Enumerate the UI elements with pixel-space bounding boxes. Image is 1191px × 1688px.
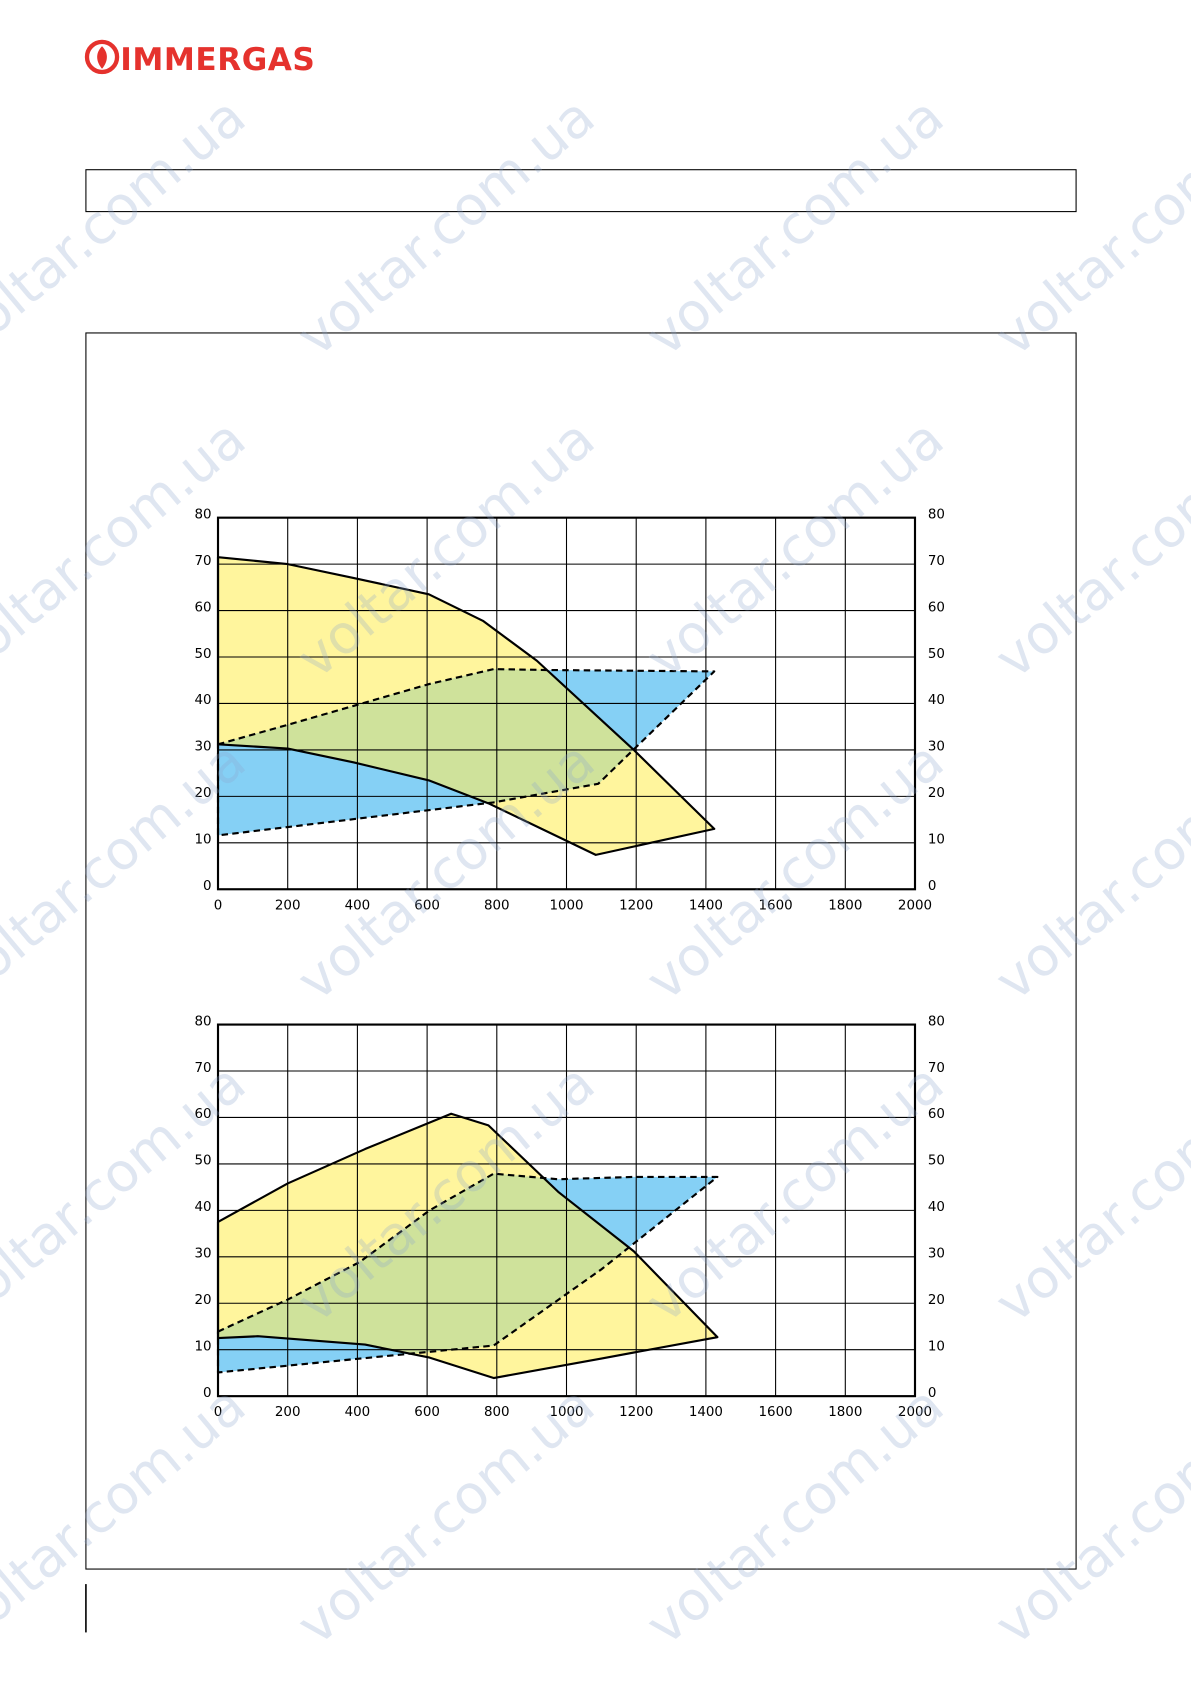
title-box <box>85 169 1077 213</box>
area-outline <box>216 1112 719 1380</box>
watermark: voltar.com.ua <box>634 84 955 368</box>
x-tick-label: 400 <box>345 898 371 913</box>
y-tick-label: 70 <box>195 1061 212 1076</box>
logo-icon <box>84 39 120 75</box>
y-tick-label: 0 <box>203 879 212 894</box>
x-tick-label: 1800 <box>828 898 862 913</box>
y2-tick-label: 50 <box>928 1154 945 1169</box>
y2-tick-label: 20 <box>928 786 945 801</box>
y2-tick-label: 50 <box>928 647 945 662</box>
y2-tick-label: 80 <box>928 507 945 522</box>
y2-tick-label: 70 <box>928 554 945 569</box>
x-tick-label: 2000 <box>898 1405 932 1420</box>
logo: IMMERGAS <box>84 39 315 78</box>
y2-tick-label: 0 <box>928 1386 937 1401</box>
watermark: voltar.com.ua <box>0 1373 257 1657</box>
y2-tick-label: 60 <box>928 1107 945 1122</box>
y-tick-label: 60 <box>195 1107 212 1122</box>
y-tick-label: 10 <box>195 1339 212 1354</box>
x-tick-label: 1400 <box>689 1405 723 1420</box>
watermark: voltar.com.ua <box>634 729 955 1013</box>
y-tick-label: 50 <box>195 1154 212 1169</box>
y-tick-label: 50 <box>195 647 212 662</box>
watermark: voltar.com.ua <box>285 1373 606 1657</box>
watermark: voltar.com.ua <box>634 1373 955 1657</box>
area-outline <box>216 556 716 856</box>
watermark: voltar.com.ua <box>285 84 606 368</box>
watermark: voltar.com.ua <box>0 84 257 368</box>
y-tick-label: 30 <box>195 740 212 755</box>
y-tick-label: 80 <box>195 507 212 522</box>
watermark: voltar.com.ua <box>983 84 1191 368</box>
x-tick-label: 1000 <box>549 1405 583 1420</box>
y2-tick-label: 10 <box>928 833 945 848</box>
y-tick-label: 40 <box>195 693 212 708</box>
x-tick-label: 0 <box>214 1405 223 1420</box>
x-tick-label: 800 <box>484 1405 510 1420</box>
watermark: voltar.com.ua <box>983 1373 1191 1657</box>
x-tick-label: 1200 <box>619 898 653 913</box>
x-tick-label: 600 <box>414 898 440 913</box>
watermark: voltar.com.ua <box>634 407 955 691</box>
y-tick-label: 40 <box>195 1200 212 1215</box>
x-tick-label: 1400 <box>689 898 723 913</box>
x-tick-label: 200 <box>275 898 301 913</box>
area-outline <box>216 668 716 837</box>
content-frame <box>85 332 1077 1570</box>
overlap-fill <box>218 669 715 836</box>
y2-tick-label: 80 <box>928 1014 945 1029</box>
y-tick-label: 70 <box>195 554 212 569</box>
y-tick-label: 10 <box>195 833 212 848</box>
watermark: voltar.com.ua <box>983 1051 1191 1335</box>
x-tick-label: 600 <box>414 1405 440 1420</box>
x-tick-label: 1800 <box>828 1405 862 1420</box>
plot-frame <box>216 1023 917 1398</box>
watermark: voltar.com.ua <box>983 407 1191 691</box>
x-tick-label: 800 <box>484 898 510 913</box>
y2-tick-label: 30 <box>928 740 945 755</box>
watermarks: voltar.com.uavoltar.com.uavoltar.com.uav… <box>0 84 1191 1656</box>
area-outline <box>216 1172 719 1374</box>
watermark: voltar.com.ua <box>983 729 1191 1013</box>
y-tick-label: 0 <box>203 1386 212 1401</box>
y2-tick-label: 10 <box>928 1339 945 1354</box>
y2-tick-label: 70 <box>928 1061 945 1076</box>
x-tick-label: 1000 <box>549 898 583 913</box>
y2-tick-label: 60 <box>928 600 945 615</box>
y-tick-label: 20 <box>195 786 212 801</box>
y2-tick-label: 30 <box>928 1247 945 1262</box>
x-tick-label: 1600 <box>759 898 793 913</box>
x-tick-label: 400 <box>345 1405 371 1420</box>
x-tick-label: 1600 <box>759 1405 793 1420</box>
y-tick-label: 20 <box>195 1293 212 1308</box>
y-tick-label: 30 <box>195 1247 212 1262</box>
y-tick-label: 60 <box>195 600 212 615</box>
x-tick-label: 200 <box>275 1405 301 1420</box>
logo-flame <box>97 46 107 69</box>
y2-tick-label: 20 <box>928 1293 945 1308</box>
y2-tick-label: 0 <box>928 879 937 894</box>
logo-text: IMMERGAS <box>120 42 315 78</box>
x-tick-label: 1200 <box>619 1405 653 1420</box>
y2-tick-label: 40 <box>928 1200 945 1215</box>
x-tick-label: 2000 <box>898 898 932 913</box>
x-tick-label: 0 <box>214 898 223 913</box>
y2-tick-label: 40 <box>928 693 945 708</box>
y-tick-label: 80 <box>195 1014 212 1029</box>
